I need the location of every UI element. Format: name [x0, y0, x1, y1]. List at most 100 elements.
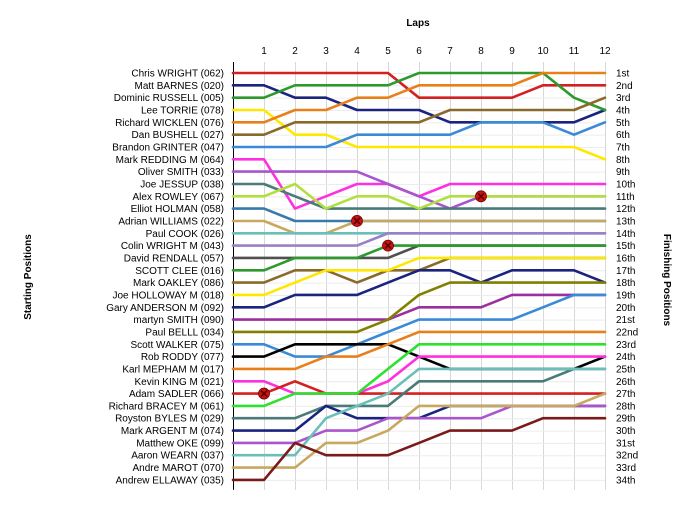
retirement-markers — [258, 190, 487, 400]
series-line — [231, 232, 607, 247]
series-line — [231, 182, 607, 210]
finishing-position-label: 33rd — [616, 463, 636, 474]
series-line — [231, 268, 607, 309]
finishing-position-label: 34th — [616, 475, 635, 486]
x-tick-label: 3 — [323, 46, 329, 57]
finishing-position-label: 9th — [616, 167, 630, 178]
finishing-position-label: 11th — [616, 192, 635, 203]
starting-position-label: Colin WRIGHT M (043) — [121, 241, 224, 252]
retirement-marker — [351, 215, 363, 227]
starting-position-label: Richard WICKLEN (076) — [115, 118, 224, 129]
series-line — [231, 342, 607, 408]
series-line — [231, 367, 607, 457]
x-tick-label: 4 — [354, 46, 360, 57]
starting-position-labels: Chris WRIGHT (062)Matt BARNES (020)Domin… — [106, 69, 224, 487]
starting-position-label: Kevin KING M (021) — [135, 377, 224, 388]
finishing-position-label: 7th — [616, 142, 630, 153]
x-tick-label: 8 — [478, 46, 484, 57]
x-tick-label: 2 — [292, 46, 298, 57]
finishing-position-label: 15th — [616, 241, 635, 252]
starting-position-label: Mark REDDING M (064) — [116, 155, 224, 166]
starting-position-label: Lee TORRIE (078) — [141, 105, 224, 116]
series-line — [231, 293, 607, 358]
finishing-position-label: 21st — [616, 315, 635, 326]
series-line — [231, 71, 607, 99]
x-tick-label: 5 — [385, 46, 391, 57]
series-line — [231, 96, 607, 136]
x-axis-title: Laps — [406, 18, 430, 29]
series-lines — [231, 71, 607, 482]
finishing-position-label: 26th — [616, 377, 635, 388]
finishing-position-label: 25th — [616, 364, 635, 375]
starting-position-label: Mark ARGENT M (074) — [121, 426, 224, 437]
series-line — [231, 293, 607, 321]
series-line — [231, 379, 607, 395]
starting-position-label: Gary ANDERSON M (092) — [106, 303, 224, 314]
series-line — [231, 416, 607, 482]
starting-position-label: Elliot HOLMAN (058) — [131, 204, 224, 215]
starting-position-label: Dan BUSHELL (027) — [132, 130, 224, 141]
finishing-position-label: 22nd — [616, 327, 638, 338]
finishing-position-label: 8th — [616, 155, 630, 166]
starting-position-label: Joe HOLLOWAY M (018) — [112, 290, 224, 301]
starting-position-label: Royston BYLES M (029) — [115, 414, 224, 425]
starting-position-label: SCOTT CLEE (016) — [135, 266, 224, 277]
finishing-position-label: 30th — [616, 426, 635, 437]
finishing-position-label: 12th — [616, 204, 635, 215]
x-tick-label: 6 — [416, 46, 422, 57]
starting-position-label: Rob RODDY (077) — [141, 352, 224, 363]
starting-position-label: Adam SADLER (066) — [129, 389, 224, 400]
finishing-position-label: 31st — [616, 438, 635, 449]
starting-position-label: Adrian WILLIAMS (022) — [118, 216, 224, 227]
finishing-position-label: 28th — [616, 401, 635, 412]
finishing-position-label: 10th — [616, 179, 635, 190]
finishing-position-label: 23rd — [616, 340, 636, 351]
y-axis-title-left: Starting Positions — [23, 234, 34, 320]
x-tick-label: 1 — [261, 46, 267, 57]
retirement-marker — [258, 387, 270, 400]
starting-position-label: Aaron WEARN (037) — [131, 451, 224, 462]
starting-position-label: Matthew OKE (099) — [136, 438, 224, 449]
x-tick-label: 9 — [509, 46, 515, 57]
finishing-position-label: 3rd — [616, 93, 630, 104]
finishing-position-label: 18th — [616, 278, 635, 289]
finishing-position-label: 27th — [616, 389, 635, 400]
starting-position-label: Chris WRIGHT (062) — [131, 69, 224, 80]
finishing-position-label: 4th — [616, 105, 630, 116]
series-line — [231, 330, 607, 371]
starting-position-label: Dominic RUSSELL (005) — [114, 93, 224, 104]
finishing-position-label: 5th — [616, 118, 630, 129]
finishing-position-label: 13th — [616, 216, 635, 227]
series-line — [231, 108, 607, 161]
series-line — [231, 256, 607, 297]
series-line — [231, 71, 607, 124]
series-line — [231, 244, 607, 272]
x-tick-label: 11 — [569, 46, 580, 57]
finishing-position-labels: 1st2nd3rd4th5th6th7th8th9th10th11th12th1… — [616, 69, 638, 487]
starting-position-label: Alex ROWLEY (067) — [132, 192, 224, 203]
retirement-marker — [382, 239, 394, 252]
starting-position-label: Richard BRACEY M (061) — [109, 401, 224, 412]
finishing-position-label: 2nd — [616, 81, 633, 92]
starting-position-label: Matt BARNES (020) — [135, 81, 224, 92]
finishing-position-label: 20th — [616, 303, 635, 314]
y-axis-title-right: Finishing Positions — [661, 234, 672, 327]
finishing-position-label: 24th — [616, 352, 635, 363]
starting-position-label: Mark OAKLEY (086) — [133, 278, 224, 289]
starting-position-label: Scott WALKER (075) — [130, 340, 224, 351]
starting-position-label: Oliver SMITH (033) — [138, 167, 224, 178]
finishing-position-label: 16th — [616, 253, 635, 264]
x-tick-labels: 1 2 3 4 5 6 7 8 9 10 11 12 — [261, 46, 611, 57]
x-tick-label: 10 — [537, 46, 549, 57]
series-line — [231, 392, 607, 469]
finishing-position-label: 6th — [616, 130, 630, 141]
finishing-position-label: 14th — [616, 229, 635, 240]
starting-position-label: Brandon GRINTER (047) — [112, 142, 224, 153]
series-line — [231, 281, 607, 334]
series-line — [231, 367, 607, 420]
x-tick-label: 12 — [599, 46, 611, 57]
finishing-position-label: 32nd — [616, 451, 638, 462]
starting-position-label: Paul BELLL (034) — [145, 327, 224, 338]
starting-position-label: Paul COOK (026) — [146, 229, 224, 240]
